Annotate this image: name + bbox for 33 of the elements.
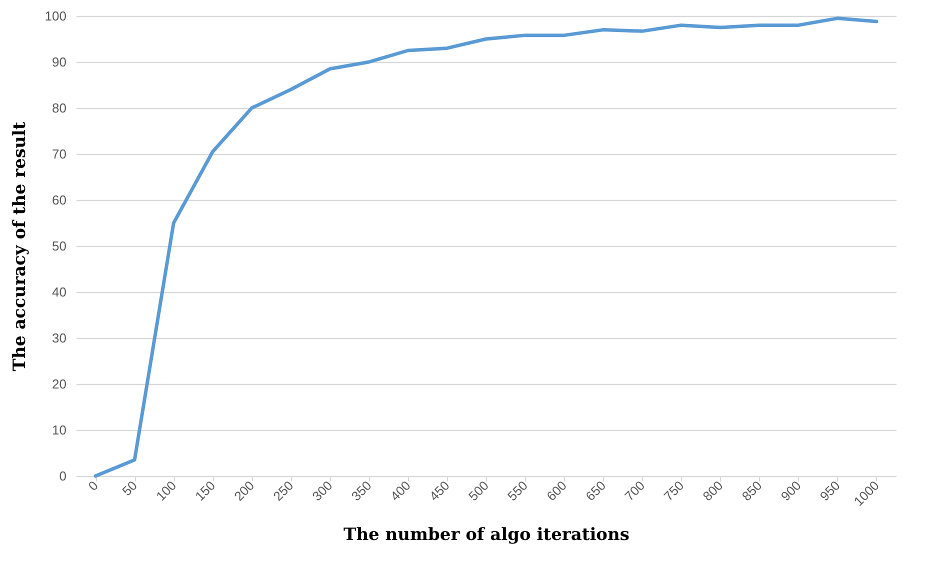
x-tick-label: 550 — [504, 478, 530, 504]
y-tick-label: 20 — [52, 376, 66, 392]
x-tick-label: 800 — [700, 478, 726, 504]
line-series — [94, 16, 878, 478]
x-tick-label: 500 — [465, 478, 492, 504]
y-tick-label: 70 — [52, 146, 66, 162]
y-tick-label: 50 — [52, 238, 66, 254]
y-tick-label: 90 — [52, 54, 66, 70]
x-tick-label: 950 — [816, 478, 843, 504]
x-tick-label: 200 — [231, 478, 258, 504]
x-tick-label: 150 — [192, 478, 218, 504]
y-tick-label: 100 — [44, 8, 66, 24]
x-tick-label: 750 — [660, 478, 687, 504]
y-tick-label: 80 — [52, 100, 66, 116]
x-tick-label: 850 — [738, 478, 765, 504]
x-tick-label: 650 — [582, 478, 609, 504]
x-tick-label: 50 — [119, 478, 140, 499]
x-tick-label: 350 — [348, 478, 374, 504]
x-tick-label: 450 — [426, 478, 452, 504]
y-tick-label: 40 — [52, 284, 66, 300]
x-tick-label: 700 — [622, 478, 648, 504]
x-tick-label: 100 — [153, 478, 180, 504]
x-tick-label: 900 — [778, 478, 804, 504]
y-tick-label: 10 — [52, 422, 66, 438]
y-tick-label: 60 — [52, 192, 66, 208]
x-tick-label: 0 — [85, 478, 101, 494]
x-tick-label: 300 — [309, 478, 336, 504]
x-tick-label: 400 — [387, 478, 414, 504]
x-axis-title: The number of algo iterations — [344, 524, 630, 545]
x-tick-label: 250 — [270, 478, 296, 504]
y-tick-label: 30 — [52, 330, 66, 346]
x-tick-label: 600 — [544, 478, 570, 504]
y-axis-title: The accuracy of the result — [10, 122, 30, 372]
